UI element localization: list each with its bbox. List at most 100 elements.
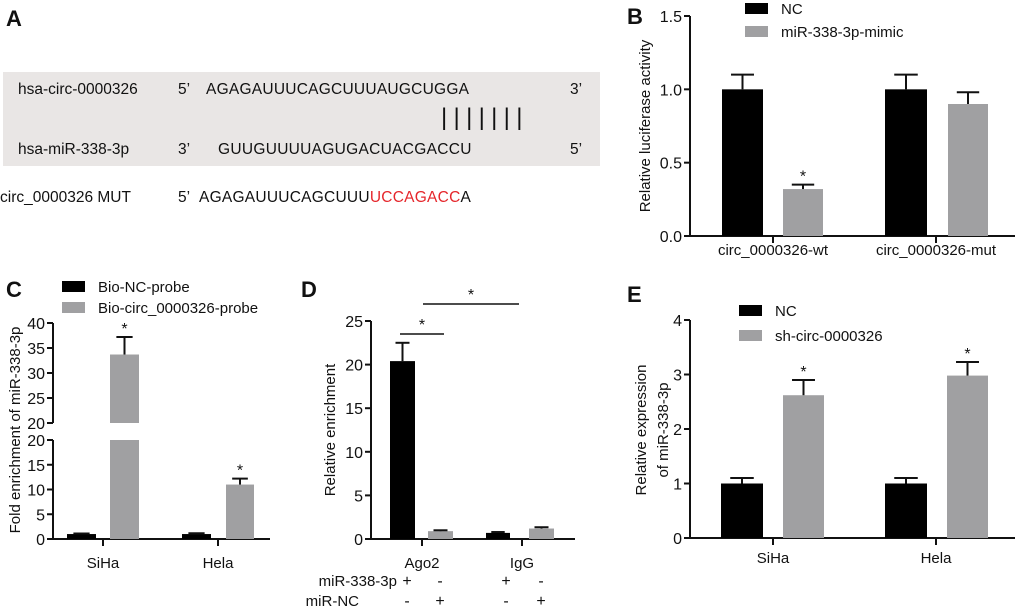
y-tick-label-C: 15 — [27, 458, 45, 475]
bar-E — [885, 483, 927, 538]
y-tick-label-D: 15 — [345, 401, 363, 418]
y-tick-label-E: 4 — [673, 313, 682, 330]
mut-seq-suffix: A — [460, 189, 472, 206]
y-tick-label-C: 10 — [27, 483, 45, 500]
mut-seq-prefix: AGAGAUUUCAGCUUU — [199, 189, 370, 206]
circ-end3: 3’ — [570, 81, 583, 98]
circ-name: hsa-circ-0000326 — [18, 81, 138, 98]
panel-letter-c: C — [6, 277, 22, 302]
x-tick-label-E: SiHa — [757, 550, 790, 567]
significance-star-E: * — [800, 364, 806, 381]
y-axis-label-E: Relative expression — [633, 365, 650, 496]
bar-C — [226, 484, 254, 539]
base-pairing-lines: ||||||| — [441, 104, 529, 131]
legend-swatch-C — [62, 302, 85, 313]
legend-label-E: NC — [775, 303, 797, 320]
x-tick-label-E: Hela — [921, 550, 953, 567]
legend-swatch-C — [62, 281, 85, 292]
mir-sequence: GUUGUUUUAGUGACUACGACCU — [218, 141, 472, 158]
y-tick-label-C: 40 — [27, 316, 45, 333]
y-tick-label-C: 30 — [27, 366, 45, 383]
condition-mark: - — [437, 573, 442, 590]
x-tick-label-D: Ago2 — [404, 555, 439, 572]
significance-star-B: * — [800, 169, 806, 186]
y-tick-label-D: 20 — [345, 358, 363, 375]
mut-end5: 5’ — [178, 189, 191, 206]
panel-letter-a: A — [6, 6, 22, 31]
condition-mark: + — [536, 593, 545, 609]
legend-label-B: miR-338-3p-mimic — [781, 24, 904, 41]
circ-end5: 5’ — [178, 81, 191, 98]
y-tick-label-C: 25 — [27, 391, 45, 408]
y-tick-label-B: 1.5 — [660, 9, 682, 26]
bar-B — [948, 104, 988, 236]
y-tick-label-C: 20 — [27, 433, 45, 450]
y-tick-label-C: 0 — [36, 532, 45, 549]
significance-star-C: * — [121, 321, 127, 338]
y-tick-label-E: 1 — [673, 477, 682, 494]
bar-C — [182, 534, 211, 539]
y-axis-label-D: Relative enrichment — [322, 363, 339, 496]
legend-swatch-B — [745, 3, 768, 14]
panel-letter-b: B — [627, 4, 643, 29]
legend-label-B: NC — [781, 1, 803, 18]
y-tick-label-B: 0.0 — [660, 229, 682, 246]
condition-row-label: miR-NC — [306, 593, 359, 609]
legend-swatch-E — [739, 305, 762, 316]
y-tick-label-B: 0.5 — [660, 156, 682, 173]
mut-name: circ_0000326 MUT — [0, 189, 131, 206]
y-tick-label-D: 25 — [345, 314, 363, 331]
circ-sequence: AGAGAUUUCAGCUUUAUGCUGGA — [206, 81, 470, 98]
bar-D — [390, 361, 415, 539]
y-tick-label-D: 5 — [354, 488, 363, 505]
y-tick-label-B: 1.0 — [660, 82, 682, 99]
panel-letter-d: D — [301, 277, 317, 302]
bar-D — [529, 528, 554, 539]
legend-swatch-B — [745, 26, 768, 37]
bar-C — [67, 534, 96, 539]
significance-star-E: * — [964, 346, 970, 363]
mut-seq-mutated: UCCAGACC — [369, 189, 461, 206]
y-tick-label-C: 20 — [27, 416, 45, 433]
condition-row-label: miR-338-3p — [319, 573, 397, 590]
mut-sequence: AGAGAUUUCAGCUUUUCCAGACCA — [199, 189, 471, 207]
y-axis-label-E: of miR-338-3p — [655, 382, 672, 477]
y-tick-label-C: 35 — [27, 341, 45, 358]
condition-mark: - — [503, 593, 508, 609]
y-axis-label-C: Fold enrichment of miR-338-3p — [7, 327, 24, 534]
bar-D — [428, 531, 453, 539]
y-tick-label-E: 0 — [673, 531, 682, 548]
significance-star: * — [419, 317, 425, 334]
bar-C — [110, 440, 139, 539]
y-tick-label-D: 0 — [354, 532, 363, 549]
condition-mark: + — [501, 573, 510, 590]
y-tick-label-E: 2 — [673, 422, 682, 439]
mir-name: hsa-miR-338-3p — [18, 141, 130, 158]
legend-label-E: sh-circ-0000326 — [775, 328, 883, 345]
significance-star-C: * — [237, 463, 243, 480]
x-tick-label-B: circ_0000326-wt — [718, 242, 829, 259]
x-tick-label-B: circ_0000326-mut — [876, 242, 997, 259]
bar-B — [885, 89, 927, 236]
x-tick-label-D: IgG — [510, 555, 534, 572]
condition-mark: + — [402, 573, 411, 590]
y-tick-label-D: 10 — [345, 445, 363, 462]
bar-E — [783, 395, 824, 538]
y-axis-label-B: Relative luciferase activity — [637, 39, 654, 212]
x-tick-label-C: Hela — [203, 555, 235, 572]
mir-end3: 3’ — [178, 141, 191, 158]
condition-mark: - — [404, 593, 409, 609]
legend-label-C: Bio-NC-probe — [98, 279, 190, 296]
y-tick-label-E: 3 — [673, 368, 682, 385]
bar-D — [486, 532, 510, 539]
condition-mark: - — [538, 573, 543, 590]
bar-B — [783, 189, 823, 236]
significance-star: * — [468, 287, 474, 304]
sequence-alignment-box — [3, 72, 600, 166]
mir-end5: 5’ — [570, 141, 583, 158]
panel-letter-e: E — [627, 282, 642, 307]
legend-label-C: Bio-circ_0000326-probe — [98, 300, 258, 317]
bar-E — [947, 375, 988, 538]
bar-E — [721, 483, 763, 538]
